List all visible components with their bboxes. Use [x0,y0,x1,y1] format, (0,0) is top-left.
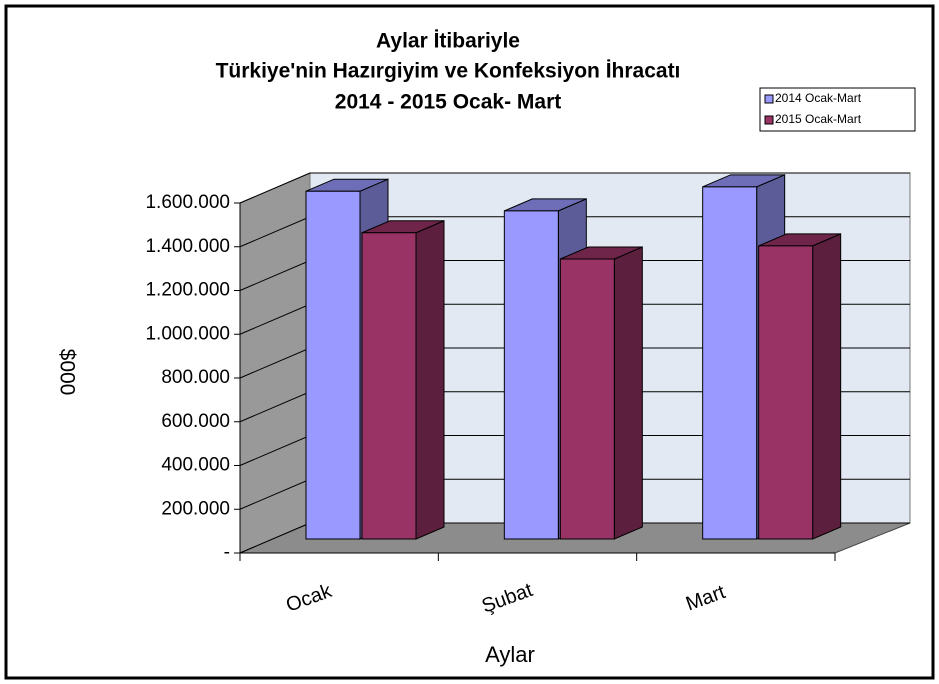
bar-front [503,210,559,540]
y-axis-label: $000 [55,349,78,396]
chart-title: Türkiye'nin Hazırgiyim ve Konfeksiyon İh… [216,60,681,83]
y-tick-label: 200.000 [161,498,230,519]
bar [361,219,445,540]
chart-title: Aylar İtibariyle [376,30,520,53]
bar-front [702,186,758,540]
legend-label: 2014 Ocak-Mart [775,91,862,105]
chart-title: 2014 - 2015 Ocak- Mart [335,91,561,114]
bar-side [415,219,445,540]
grid-line [239,172,910,204]
bar-front [361,232,417,540]
y-tick-label: 800.000 [161,367,230,388]
bar-front [559,258,615,540]
bar-side [812,233,842,540]
y-tick-label: 1.400.000 [145,236,230,257]
legend-swatch [764,94,774,104]
y-tick-label: 600.000 [161,411,230,432]
bar-front [305,190,361,540]
y-tick-label: - [224,542,230,563]
bar-side [613,246,643,540]
x-axis-label: Aylar [485,642,535,667]
legend-swatch [764,115,774,125]
y-tick-label: 1.000.000 [145,323,230,344]
y-tick-label: 1.200.000 [145,280,230,301]
bar [559,246,643,540]
bar-front [758,245,814,540]
y-tick-label: 400.000 [161,455,230,476]
legend-label: 2015 Ocak-Mart [775,112,862,126]
legend-box [759,87,916,132]
bar [758,233,842,540]
y-tick-label: 1.600.000 [145,192,230,213]
